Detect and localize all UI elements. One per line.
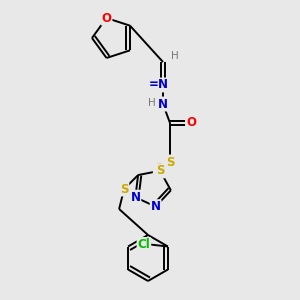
Text: N: N — [130, 191, 140, 204]
Text: N: N — [151, 200, 160, 213]
Text: Cl: Cl — [137, 238, 150, 251]
Text: O: O — [186, 116, 196, 130]
Text: N: N — [158, 79, 168, 92]
Text: =: = — [149, 79, 159, 92]
Text: N: N — [158, 98, 168, 110]
Text: H: H — [148, 98, 156, 108]
Text: S: S — [156, 164, 164, 177]
Text: S: S — [120, 182, 128, 196]
Text: S: S — [166, 155, 174, 169]
Text: S: S — [156, 164, 164, 177]
Text: H: H — [171, 51, 179, 61]
Text: S: S — [154, 162, 162, 175]
Text: O: O — [101, 11, 112, 25]
